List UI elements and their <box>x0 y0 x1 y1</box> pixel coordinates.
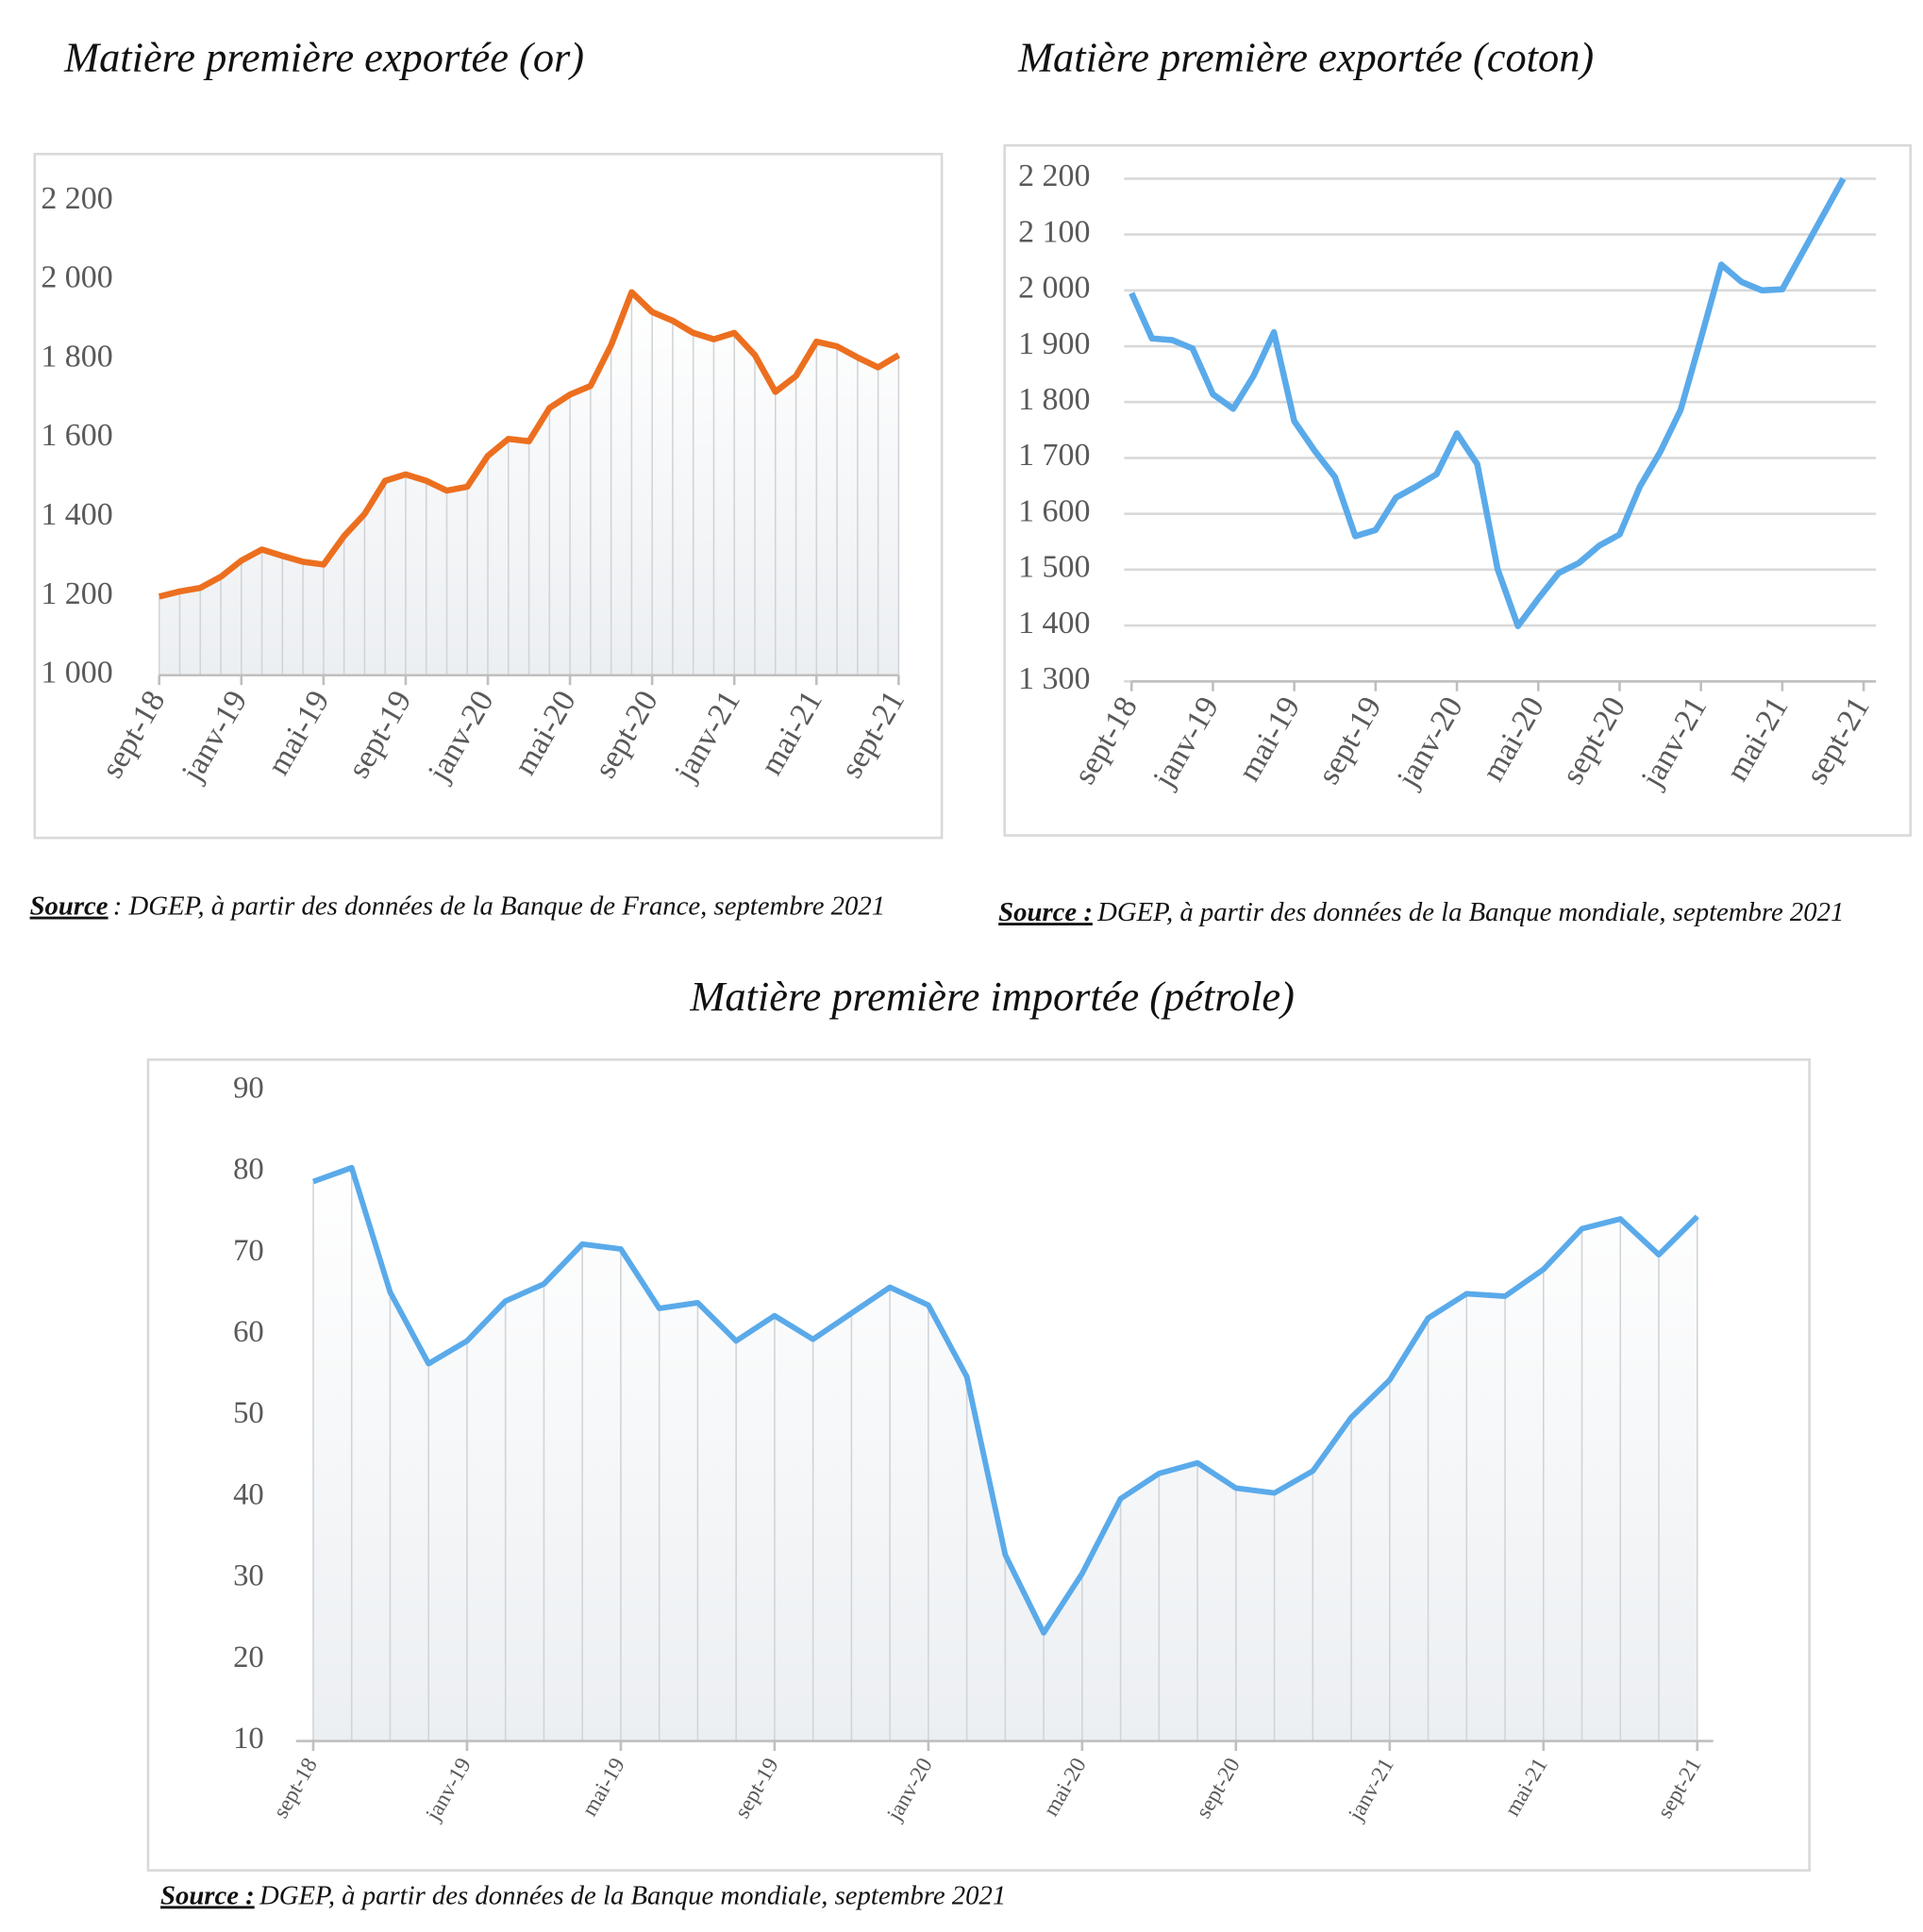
y-tick-label: 1 900 <box>1018 326 1090 361</box>
y-tick-label: 1 400 <box>41 497 112 532</box>
line <box>311 1164 1699 1636</box>
chart-title: Matière première importée (pétrole) <box>689 973 1295 1020</box>
y-tick-label: 2 000 <box>1018 271 1090 306</box>
chart-frame <box>1003 143 1913 837</box>
y-tick-label: 60 <box>233 1315 264 1349</box>
chart-title: Matière première exportée (or) <box>63 33 584 80</box>
source-text: DGEP, à partir des données de la Banque … <box>1096 897 1844 927</box>
source-label: Source <box>30 891 109 921</box>
y-tick-label: 1 200 <box>41 576 112 611</box>
y-tick-label: 1 300 <box>1018 661 1090 696</box>
source-text: DGEP, à partir des données de la Banque … <box>259 1880 1006 1910</box>
y-tick-label: 50 <box>233 1396 264 1430</box>
chart-title: Matière première exportée (coton) <box>1017 33 1594 80</box>
y-tick-label: 20 <box>233 1641 264 1674</box>
source-note: Source: DGEP, à partir des données de la… <box>30 891 886 921</box>
y-tick-label: 2 000 <box>41 260 112 295</box>
y-tick-label: 40 <box>233 1477 264 1511</box>
y-tick-label: 1 500 <box>1018 550 1090 585</box>
source-note: Source : DGEP, à partir des données de la… <box>998 897 1844 927</box>
y-tick-label: 90 <box>233 1071 264 1105</box>
y-tick-label: 80 <box>233 1153 264 1187</box>
y-tick-label: 1 700 <box>1018 438 1090 473</box>
y-tick-label: 2 100 <box>1018 214 1090 249</box>
y-tick-label: 10 <box>233 1722 264 1756</box>
y-tick-label: 1 000 <box>41 656 112 691</box>
source-label: Source : <box>160 1880 255 1910</box>
y-tick-label: 30 <box>233 1559 264 1593</box>
source-label: Source : <box>998 897 1093 927</box>
y-tick-label: 1 800 <box>1018 382 1090 417</box>
line <box>158 289 901 600</box>
y-tick-label: 70 <box>233 1234 264 1268</box>
y-tick-label: 1 600 <box>41 418 112 453</box>
y-tick-label: 1 400 <box>1018 606 1090 641</box>
source-text: : DGEP, à partir des données de la Banqu… <box>113 891 885 921</box>
y-tick-label: 1 800 <box>41 339 112 374</box>
line <box>1129 176 1847 629</box>
source-note: Source : DGEP, à partir des données de la… <box>160 1880 1006 1910</box>
y-tick-label: 2 200 <box>41 181 112 216</box>
y-tick-label: 2 200 <box>1018 158 1090 193</box>
y-tick-label: 1 600 <box>1018 493 1090 528</box>
